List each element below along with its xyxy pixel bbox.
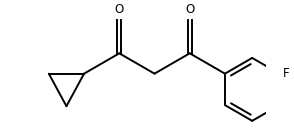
Text: F: F <box>283 67 290 80</box>
Text: O: O <box>115 3 124 16</box>
Text: O: O <box>185 3 194 16</box>
